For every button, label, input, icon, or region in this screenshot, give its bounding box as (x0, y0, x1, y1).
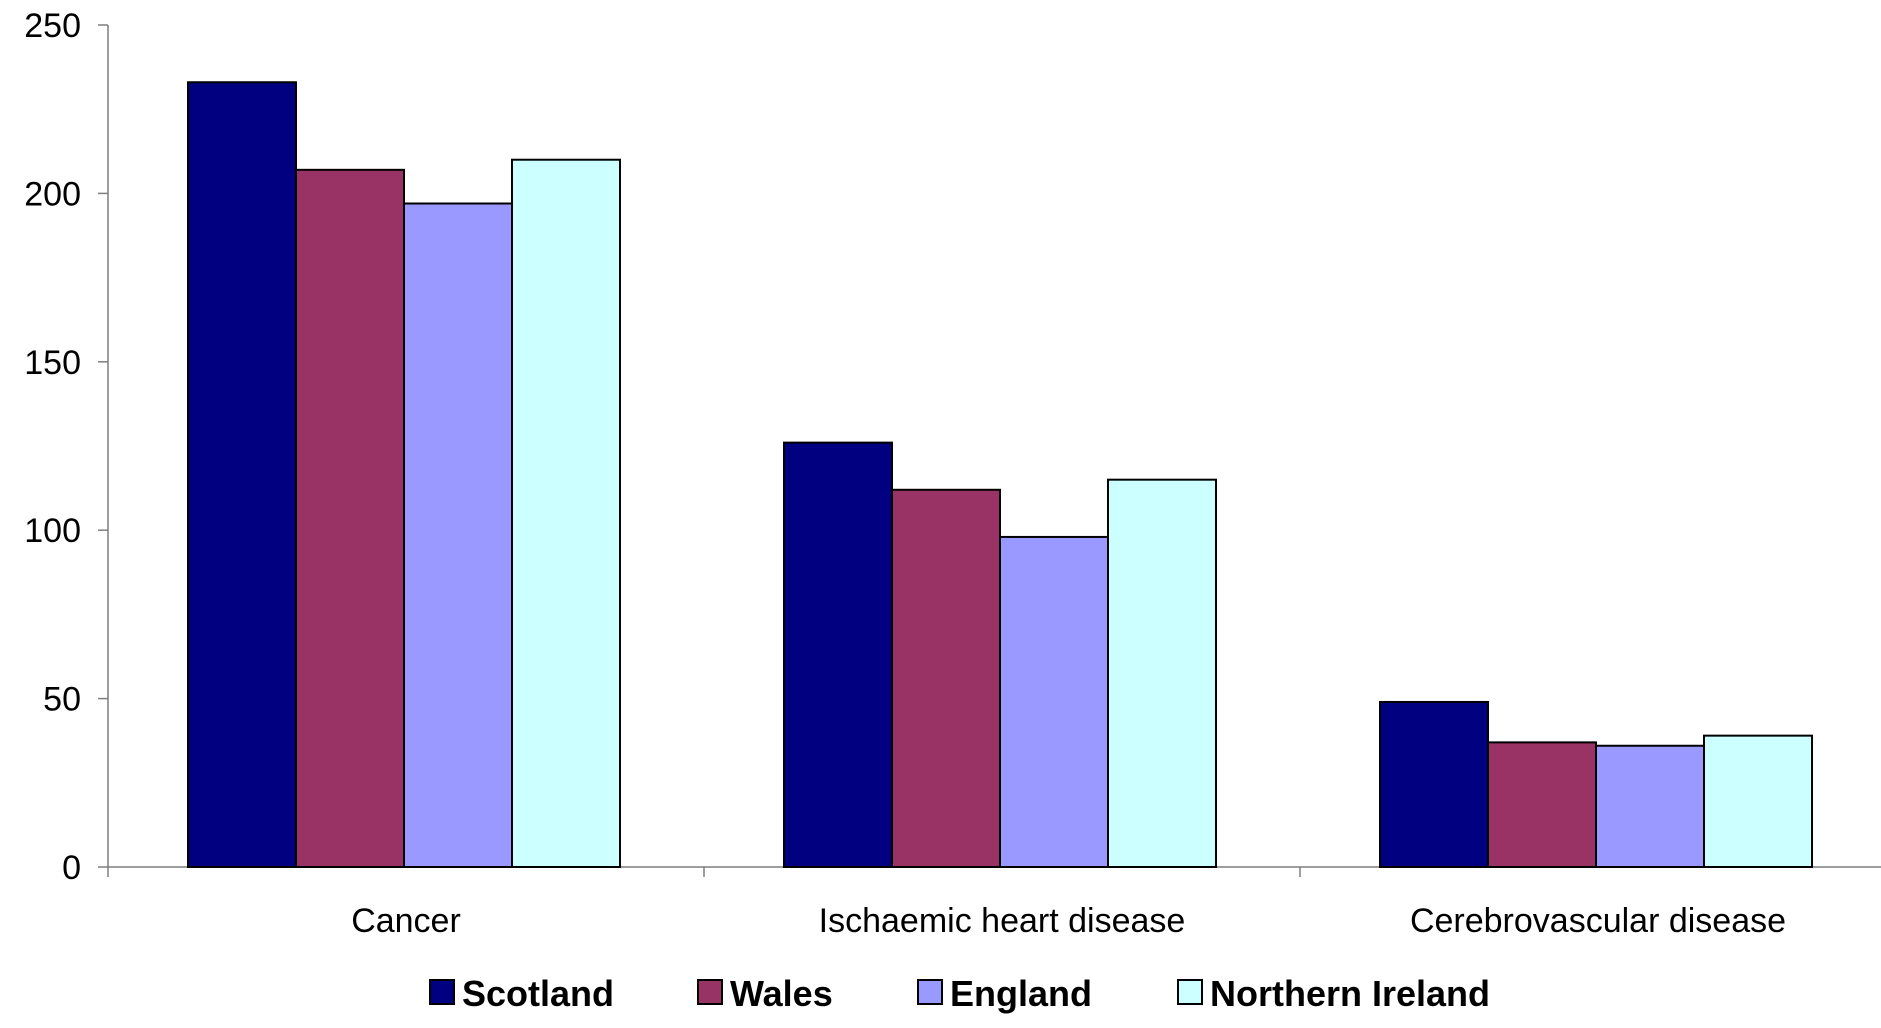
bar-scotland (187, 81, 297, 869)
bar-wales (295, 168, 405, 869)
bar-northern-ireland (511, 158, 621, 869)
legend-label-scotland: Scotland (462, 973, 614, 1014)
x-category-label: Ischaemic heart disease (819, 902, 1186, 940)
bar-england (999, 535, 1109, 868)
bar-northern-ireland (1703, 734, 1813, 869)
y-tick-label: 0 (62, 849, 81, 887)
bar-scotland (783, 441, 893, 868)
bars (187, 81, 1813, 869)
legend-swatch-england (917, 979, 943, 1005)
legend-label-northern-ireland: Northern Ireland (1210, 973, 1490, 1014)
y-axis: 0 50 100 150 200 250 (24, 7, 109, 887)
bar-england (403, 202, 513, 868)
legend: Scotland Wales England Northern Ireland (429, 973, 1490, 1014)
y-tick-label: 100 (24, 512, 81, 550)
legend-label-wales: Wales (730, 973, 833, 1014)
y-tick-label: 50 (43, 681, 81, 719)
bar-wales (1487, 741, 1597, 868)
bar-scotland (1379, 700, 1489, 869)
x-category-label: Cerebrovascular disease (1410, 902, 1786, 940)
x-category-label: Cancer (351, 902, 461, 940)
legend-swatch-northern-ireland (1177, 979, 1203, 1005)
y-tick-label: 250 (24, 7, 81, 45)
bar-england (1595, 744, 1705, 869)
legend-swatch-wales (697, 979, 723, 1005)
legend-label-england: England (950, 973, 1092, 1014)
bar-wales (891, 488, 1001, 868)
y-tick-label: 200 (24, 175, 81, 213)
bar-northern-ireland (1107, 478, 1217, 868)
y-tick-label: 150 (24, 344, 81, 382)
x-axis: Cancer Ischaemic heart disease Cerebrovasc… (107, 866, 1881, 940)
legend-swatch-scotland (429, 979, 455, 1005)
